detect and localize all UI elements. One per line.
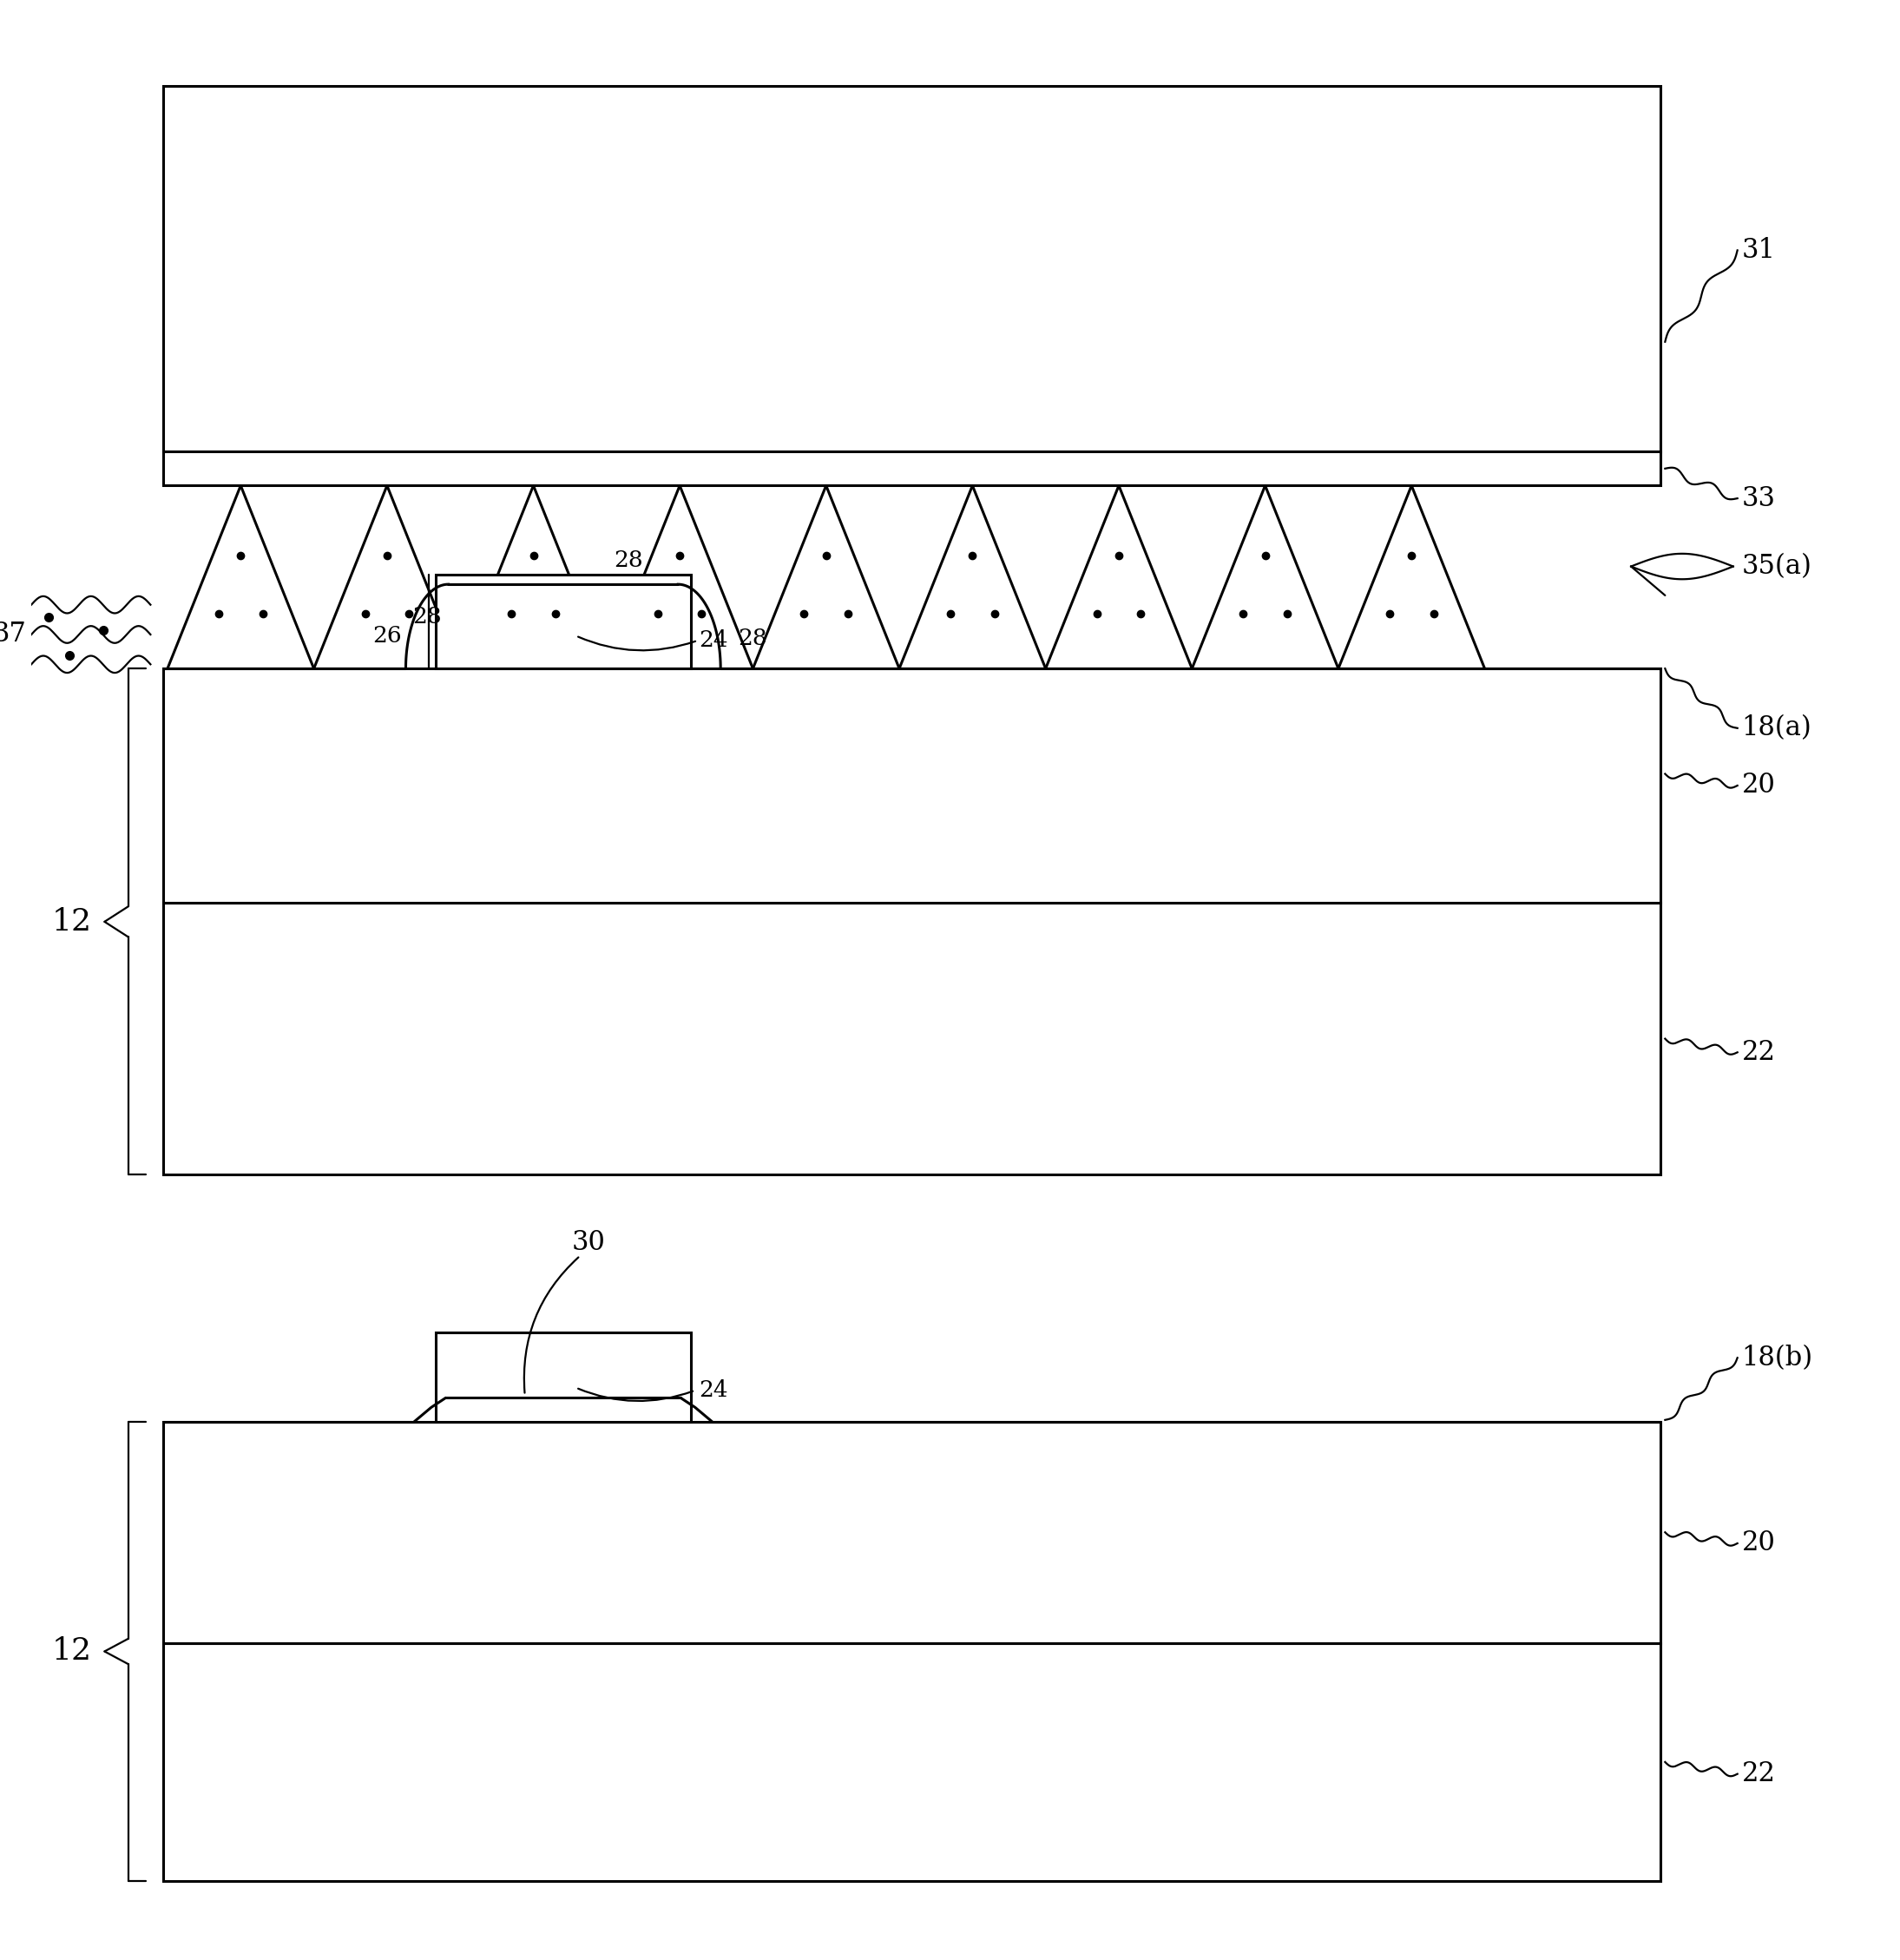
Text: 30: 30 [572,1229,606,1256]
Text: 20: 20 [1742,1531,1775,1556]
Text: 28: 28 [614,549,644,570]
Text: 28: 28 [737,627,768,649]
Bar [163,1421,1661,1642]
Text: 31: 31 [1742,237,1775,265]
Text: 18(a): 18(a) [1742,715,1813,741]
Bar [163,86,1661,451]
Bar [163,902,1661,1174]
Text: 24: 24 [699,1380,728,1401]
Bar [163,1642,1661,1882]
Text: 28: 28 [412,606,441,627]
Text: 37: 37 [0,621,27,649]
Text: 22: 22 [1742,1760,1775,1788]
Text: 22: 22 [1742,1039,1775,1066]
Text: 35(a): 35(a) [1742,553,1813,580]
Bar [163,668,1661,902]
Text: 24: 24 [699,629,728,651]
Bar [435,574,692,668]
Bar [435,1333,692,1421]
Text: 33: 33 [1742,484,1775,512]
Bar [163,451,1661,486]
Text: 12: 12 [51,907,91,937]
Text: 12: 12 [51,1637,91,1666]
Text: 20: 20 [1742,772,1775,800]
Text: 18(b): 18(b) [1742,1345,1813,1372]
Text: 26: 26 [372,625,401,647]
